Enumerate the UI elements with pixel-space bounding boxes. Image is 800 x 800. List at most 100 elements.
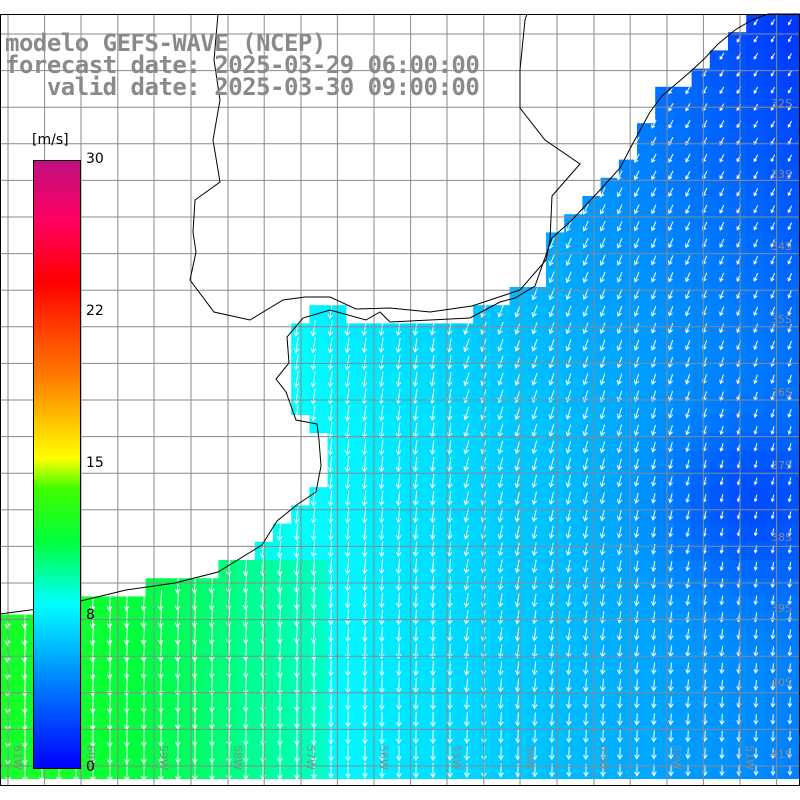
wind-arrow — [344, 371, 351, 388]
wind-cell — [364, 487, 383, 506]
wind-cell — [91, 669, 110, 688]
wind-cell — [655, 687, 674, 707]
wind-arrow — [514, 508, 521, 523]
wind-cell — [782, 196, 800, 215]
wind-arrow — [446, 406, 453, 421]
wind-arrow — [582, 678, 589, 693]
wind-cell — [637, 159, 656, 179]
wind-arrow — [514, 406, 521, 421]
wind-arrow — [685, 408, 690, 419]
wind-arrow — [667, 323, 674, 334]
wind-arrow — [514, 440, 521, 455]
wind-arrow — [379, 694, 385, 711]
wind-arrow — [599, 187, 606, 198]
wind-cell — [782, 742, 800, 761]
wind-arrow — [515, 729, 521, 744]
wind-cell — [600, 287, 620, 306]
wind-cell — [728, 196, 747, 215]
wind-arrow — [616, 679, 623, 692]
wind-arrow — [378, 354, 385, 371]
wind-arrow — [599, 237, 606, 249]
wind-arrow — [531, 678, 538, 693]
wind-cell — [491, 632, 511, 652]
wind-arrow — [633, 272, 640, 283]
wind-arrow — [429, 321, 436, 336]
wind-arrow — [225, 658, 232, 679]
wind-cell — [782, 705, 800, 725]
wind-arrow — [293, 642, 300, 661]
wind-arrow — [616, 475, 623, 488]
wind-cell — [564, 378, 583, 397]
wind-cell — [345, 323, 365, 343]
wind-arrow — [514, 321, 521, 335]
wind-cell — [0, 705, 19, 725]
wind-arrow — [174, 640, 181, 662]
wind-arrow — [633, 458, 640, 471]
wind-cell — [345, 669, 365, 688]
wind-cell — [746, 86, 765, 106]
wind-cell — [637, 523, 656, 543]
wind-cell — [782, 359, 800, 379]
wind-arrow — [429, 355, 436, 370]
wind-cell — [473, 359, 492, 379]
wind-arrow — [719, 628, 725, 640]
wind-cell — [145, 687, 165, 707]
wind-cell — [782, 487, 800, 506]
wind-arrow — [719, 662, 725, 675]
wind-cell — [400, 341, 420, 361]
wind-cell — [782, 305, 800, 324]
wind-arrow — [787, 86, 793, 94]
wind-cell — [418, 396, 438, 415]
wind-arrow — [412, 473, 419, 490]
wind-arrow — [531, 508, 538, 523]
wind-cell — [709, 287, 729, 306]
wind-cell — [509, 687, 529, 707]
wind-arrow — [548, 627, 555, 642]
wind-cell — [564, 760, 583, 779]
wind-cell — [673, 323, 693, 343]
wind-cell — [418, 359, 438, 379]
wind-cell — [309, 651, 329, 670]
wind-arrow — [548, 322, 555, 335]
wind-cell — [709, 651, 729, 670]
wind-arrow — [242, 624, 249, 645]
wind-arrow — [124, 759, 130, 782]
wind-cell — [400, 723, 420, 743]
wind-arrow — [361, 320, 368, 337]
wind-arrow — [497, 559, 504, 574]
wind-arrow — [225, 675, 232, 696]
wind-arrow — [616, 441, 623, 454]
wind-cell — [163, 669, 183, 688]
wind-arrow — [412, 439, 419, 456]
wind-arrow — [344, 388, 351, 405]
latitude-label: 39S — [771, 602, 792, 615]
wind-arrow — [719, 204, 725, 214]
wind-cell — [382, 760, 401, 779]
wind-cell — [527, 669, 547, 688]
wind-cell — [364, 414, 383, 434]
wind-cell — [546, 268, 565, 288]
wind-cell — [564, 487, 583, 506]
wind-arrow — [770, 52, 776, 60]
wind-arrow — [719, 679, 725, 692]
wind-cell — [345, 560, 365, 579]
wind-arrow — [651, 238, 657, 249]
wind-cell — [782, 723, 800, 743]
wind-cell — [527, 578, 547, 597]
wind-cell — [382, 541, 401, 561]
wind-cell — [127, 632, 147, 652]
wind-cell — [418, 378, 438, 397]
wind-arrow — [770, 188, 776, 197]
wind-cell — [637, 359, 656, 379]
wind-arrow — [446, 355, 453, 370]
wind-arrow — [21, 605, 28, 630]
longitude-label: 57W — [304, 745, 317, 770]
wind-cell — [564, 250, 583, 270]
wind-cell — [709, 669, 729, 688]
wind-arrow — [361, 592, 368, 609]
wind-arrow — [21, 690, 28, 715]
wind-arrow — [429, 524, 436, 541]
wind-arrow — [293, 676, 300, 695]
wind-arrow — [378, 558, 385, 575]
wind-cell — [637, 560, 656, 579]
